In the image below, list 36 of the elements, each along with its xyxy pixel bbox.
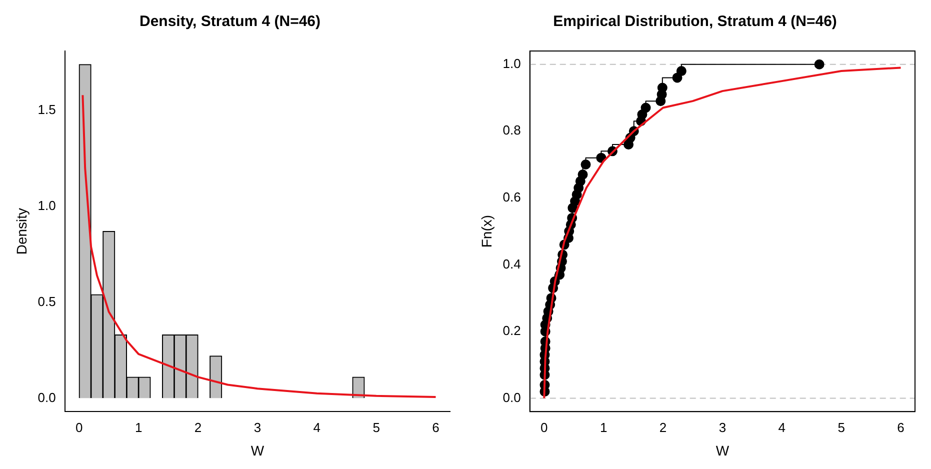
chart-title: Density, Stratum 4 (N=46) (139, 13, 321, 30)
x-tick-label: 1 (600, 420, 608, 435)
y-axis-title: Density (13, 208, 30, 255)
x-tick-label: 3 (718, 420, 726, 435)
y-tick-label: 0.0 (502, 390, 521, 405)
point (676, 66, 686, 76)
point (657, 82, 668, 93)
x-tick-label: 5 (838, 420, 845, 435)
y-tick-label: 1.5 (38, 102, 56, 118)
x-tick-label: 1 (134, 420, 142, 435)
x-tick-label: 5 (372, 420, 380, 435)
x-tick-label: 6 (432, 420, 440, 435)
point (814, 59, 824, 70)
point (640, 102, 651, 113)
x-tick-label: 2 (659, 420, 667, 435)
y-tick-label: 0.2 (502, 323, 521, 338)
y-tick-label: 1.0 (502, 56, 521, 71)
y-tick-label: 1.0 (38, 198, 56, 213)
x-tick-label: 0 (76, 420, 83, 435)
y-tick-label: 0.5 (38, 294, 56, 309)
y-tick-label: 0.8 (502, 122, 521, 138)
x-axis-title: W (250, 442, 265, 458)
point (580, 160, 591, 170)
x-tick-label: 2 (194, 420, 202, 435)
x-tick-label: 3 (254, 420, 262, 435)
x-tick-label: 4 (313, 420, 320, 435)
y-tick-label: 0.0 (38, 390, 56, 405)
y-tick-label: 0.6 (502, 189, 521, 204)
chart-title: Empirical Distribution, Stratum 4 (N=46) (553, 13, 837, 30)
x-tick-label: 0 (540, 420, 548, 435)
x-tick-label: 4 (778, 420, 786, 435)
point (578, 170, 588, 180)
x-axis-title: W (716, 442, 730, 458)
y-axis-title: Fn(x) (478, 214, 494, 248)
x-tick-label: 6 (897, 420, 904, 435)
y-tick-label: 0.4 (502, 256, 521, 272)
